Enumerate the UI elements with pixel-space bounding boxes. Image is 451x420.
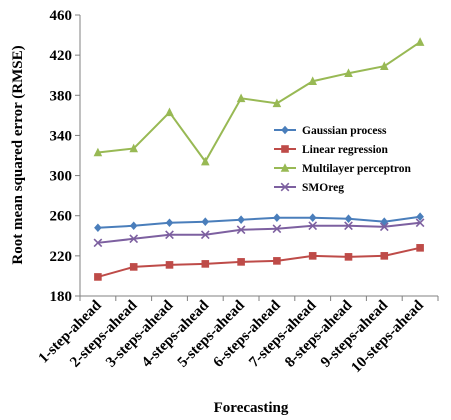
data-point: [308, 76, 317, 86]
data-point: [416, 212, 424, 222]
legend-item: Gaussian process: [274, 125, 387, 137]
data-point: [165, 107, 174, 117]
data-point: [94, 223, 102, 233]
y-tick-label: 380: [50, 88, 73, 104]
data-point: [308, 213, 317, 223]
y-tick-label: 460: [50, 8, 73, 24]
data-point: [272, 224, 282, 234]
y-tick-label: 220: [50, 249, 73, 265]
data-point-stroke: [93, 238, 103, 248]
data-point: [129, 234, 139, 244]
data-point: [93, 147, 103, 157]
legend-label: Multilayer perceptron: [302, 163, 412, 175]
data-point: [281, 145, 289, 153]
data-point: [280, 182, 290, 192]
series-smoreg: [93, 218, 425, 248]
data-point: [236, 93, 246, 103]
data-point: [344, 253, 353, 261]
data-point-stroke: [415, 218, 425, 228]
series-linear-regression: [94, 244, 424, 281]
data-point-stroke: [236, 225, 246, 235]
data-point: [281, 125, 289, 135]
data-point-stroke: [308, 221, 318, 231]
data-point: [308, 252, 317, 260]
data-point-stroke: [272, 224, 282, 234]
data-point: [280, 163, 290, 172]
data-point: [165, 230, 174, 240]
data-point: [308, 221, 318, 231]
data-point: [415, 218, 425, 228]
y-tick-label: 300: [50, 169, 73, 185]
data-point: [273, 213, 281, 223]
data-point: [344, 221, 353, 231]
legend-item: Linear regression: [274, 144, 389, 156]
data-point: [237, 215, 245, 225]
data-point-stroke: [129, 234, 139, 244]
series-lines: [93, 37, 425, 281]
data-point: [379, 222, 389, 232]
data-point: [380, 61, 389, 70]
data-point: [201, 217, 210, 227]
y-tick-label: 420: [50, 48, 73, 64]
legend-label: Gaussian process: [302, 125, 387, 137]
y-tick-label: 340: [50, 128, 73, 144]
x-tick-labels: 1-step-ahead2-steps-ahead3-steps-ahead4-…: [36, 297, 428, 376]
series-line: [97, 246, 421, 278]
series-line: [97, 215, 421, 229]
data-point: [129, 221, 138, 231]
data-point: [237, 258, 245, 266]
data-point: [273, 257, 281, 265]
x-axis-title: Forecasting: [214, 400, 289, 416]
data-point-stroke: [280, 182, 290, 192]
data-point: [272, 98, 282, 108]
legend-label: SMOreg: [302, 182, 344, 194]
data-point: [344, 214, 353, 224]
legend-label: Linear regression: [302, 144, 389, 156]
data-point-stroke: [344, 221, 353, 231]
data-point: [94, 273, 102, 281]
y-tick-label: 180: [50, 289, 73, 305]
data-point: [201, 156, 210, 166]
y-axis-title: Root mean squared error (RMSE): [10, 45, 26, 264]
data-point: [416, 244, 424, 252]
data-point-stroke: [200, 230, 210, 240]
data-point: [236, 225, 246, 235]
y-tick-labels: 180 220 260 300 340 380 420 460: [50, 8, 73, 305]
data-point: [201, 260, 210, 268]
data-point: [129, 263, 138, 271]
data-point: [93, 238, 103, 248]
data-point: [129, 143, 138, 153]
legend: Gaussian process Linear regression Multila…: [274, 125, 412, 194]
data-point: [200, 230, 210, 240]
data-point: [165, 261, 174, 269]
axes: [75, 14, 439, 301]
data-point: [344, 68, 353, 78]
series-line: [97, 221, 421, 244]
data-point-stroke: [165, 230, 174, 240]
data-point: [380, 252, 389, 260]
y-tick-label: 260: [50, 209, 73, 225]
data-point-stroke: [379, 222, 389, 232]
series-multilayer-perceptron: [93, 37, 425, 166]
legend-item: SMOreg: [274, 182, 344, 194]
data-point: [415, 37, 425, 46]
data-point: [165, 218, 174, 228]
legend-item: Multilayer perceptron: [274, 163, 412, 175]
series-line: [97, 41, 421, 164]
